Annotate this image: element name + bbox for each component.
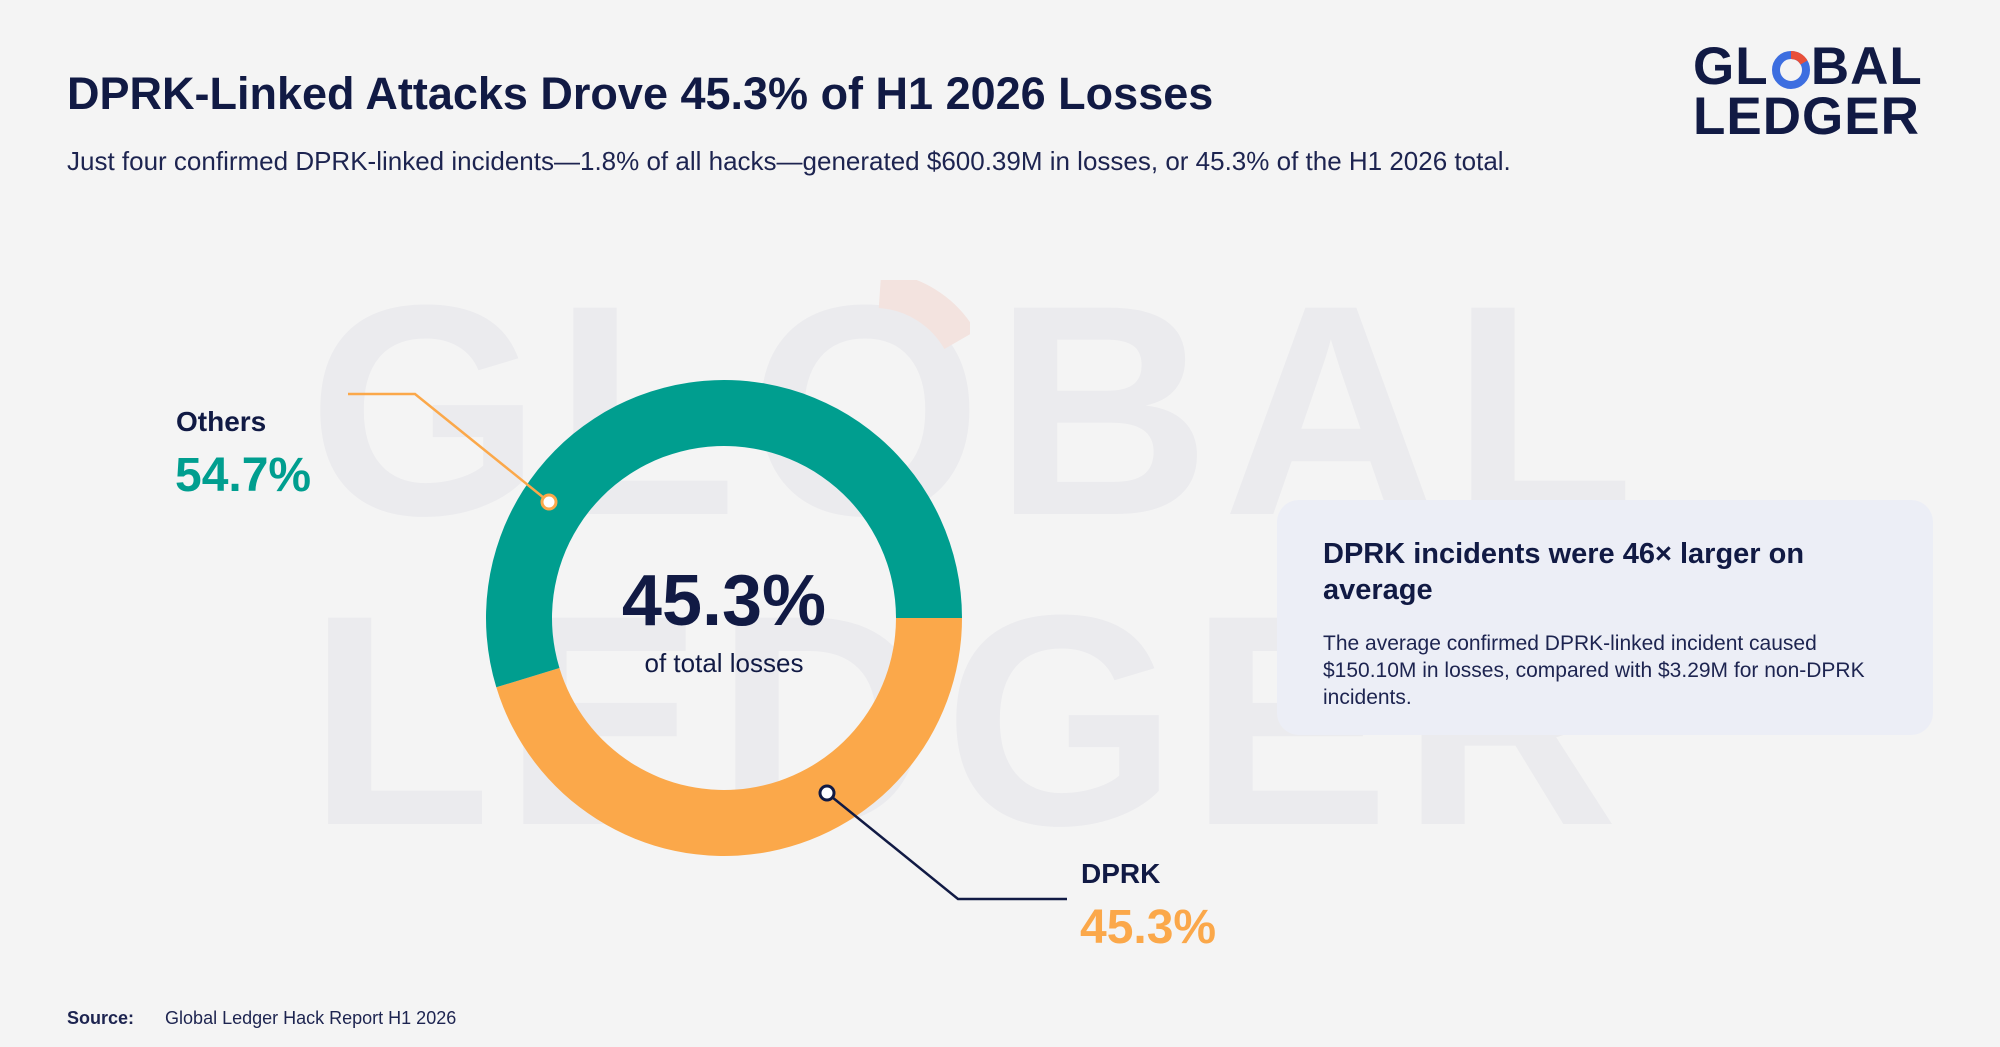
dprk-leader-line bbox=[826, 792, 1067, 901]
donut-slice-dprk bbox=[496, 618, 963, 857]
insight-card-body: The average confirmed DPRK-linked incide… bbox=[1323, 632, 1865, 709]
dprk-leader-dot bbox=[818, 784, 836, 802]
logo-o-mark: O bbox=[1769, 42, 1811, 92]
dprk-percent: 45.3% bbox=[1080, 901, 1217, 954]
chart-subtitle: Just four confirmed DPRK-linked incident… bbox=[67, 146, 1511, 176]
insight-card-title: DPRK incidents were 46× larger on averag… bbox=[1323, 538, 1805, 606]
others-leader-dot bbox=[540, 493, 558, 511]
source-text: Global Ledger Hack Report H1 2026 bbox=[165, 1008, 457, 1028]
logo-ring-icon bbox=[1771, 50, 1810, 89]
chart-title: DPRK-Linked Attacks Drove 45.3% of H1 20… bbox=[67, 68, 1214, 119]
logo-text-gl: GL bbox=[1693, 37, 1769, 96]
source-label: Source: bbox=[67, 1008, 135, 1028]
insight-card: DPRK incidents were 46× larger on averag… bbox=[1277, 500, 1933, 735]
source-note: Source: Global Ledger Hack Report H1 202… bbox=[67, 1008, 456, 1029]
watermark-accent-arc bbox=[878, 280, 970, 350]
others-label: Others bbox=[176, 406, 267, 437]
others-leader-line bbox=[348, 392, 550, 503]
logo-line-2: LEDGER bbox=[1693, 87, 1920, 146]
others-percent: 54.7% bbox=[175, 449, 312, 502]
logo-text-bal: BAL bbox=[1810, 37, 1923, 96]
donut-slice-others bbox=[486, 380, 962, 688]
dprk-label: DPRK bbox=[1081, 858, 1161, 889]
donut-center-value: 45.3% bbox=[621, 561, 827, 641]
logo-line-1: GLO BAL bbox=[1693, 40, 1923, 93]
donut-center-label: of total losses bbox=[644, 648, 804, 678]
global-ledger-logo: GLO BAL LEDGER bbox=[1693, 40, 1923, 146]
